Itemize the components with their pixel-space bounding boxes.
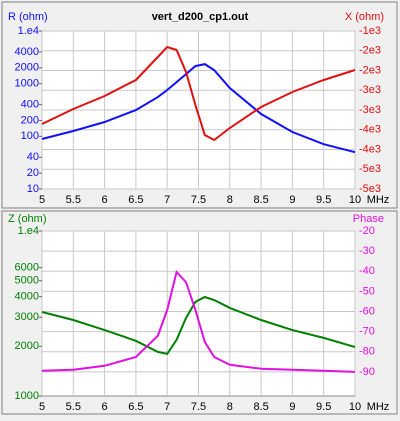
x-axis-label: MHz bbox=[367, 401, 390, 413]
y-tick-label: 1.e4 bbox=[18, 225, 39, 237]
y-axis-label: R (ohm) bbox=[8, 11, 48, 23]
y2-axis-label: Phase bbox=[353, 213, 384, 225]
x-tick-label: 6 bbox=[102, 401, 108, 413]
x-tick-label: 5 bbox=[39, 401, 45, 413]
x-tick-label: 5.5 bbox=[66, 401, 81, 413]
y-tick-label: 1000 bbox=[15, 390, 39, 402]
x-tick-label: 6.5 bbox=[128, 194, 143, 206]
y-tick-label: 200 bbox=[21, 114, 39, 126]
y-axis-label: Z (ohm) bbox=[8, 213, 47, 225]
x-tick-label: 6.5 bbox=[128, 401, 143, 413]
y-tick-label: 6000 bbox=[15, 262, 39, 274]
x-tick-label: 5 bbox=[39, 194, 45, 206]
x-tick-label: 8 bbox=[227, 401, 233, 413]
y2-tick-label: -80 bbox=[359, 346, 375, 358]
series-line bbox=[41, 269, 356, 373]
y2-tick-label: -4e3 bbox=[359, 124, 381, 136]
x-tick-label: 7 bbox=[164, 401, 170, 413]
y2-tick-label: -70 bbox=[359, 326, 375, 338]
y2-tick-label: -40 bbox=[359, 265, 375, 277]
y2-tick-label: -1e3 bbox=[359, 25, 381, 37]
x-tick-label: 8.5 bbox=[253, 401, 268, 413]
x-tick-label: 5.5 bbox=[66, 194, 81, 206]
y2-tick-label: -2e3 bbox=[359, 64, 381, 76]
x-tick-label: 7.5 bbox=[191, 194, 206, 206]
x-tick-label: 7.5 bbox=[191, 401, 206, 413]
x-tick-label: 8.5 bbox=[253, 194, 268, 206]
y2-tick-label: -2e3 bbox=[359, 45, 381, 57]
y2-tick-label: -3e3 bbox=[359, 104, 381, 116]
y2-tick-label: -60 bbox=[359, 305, 375, 317]
y2-tick-label: -20 bbox=[359, 225, 375, 237]
x-tick-label: 9 bbox=[289, 194, 295, 206]
x-tick-label: 8 bbox=[227, 194, 233, 206]
y-tick-label: 10 bbox=[27, 183, 39, 195]
y-tick-label: 1.e4 bbox=[18, 25, 39, 37]
y2-tick-label: -5e3 bbox=[359, 163, 381, 175]
y-tick-label: 20 bbox=[27, 167, 39, 179]
y2-tick-label: -90 bbox=[359, 366, 375, 378]
y-tick-label: 4000 bbox=[15, 291, 39, 303]
y2-tick-label: -4e3 bbox=[359, 143, 381, 155]
x-tick-label: 10 bbox=[349, 194, 361, 206]
y2-tick-label: -3e3 bbox=[359, 84, 381, 96]
y-tick-label: 4000 bbox=[15, 46, 39, 58]
y-tick-label: 5000 bbox=[15, 275, 39, 287]
y-tick-label: 1000 bbox=[15, 78, 39, 90]
y-tick-label: 2000 bbox=[15, 340, 39, 352]
y-tick-label: 3000 bbox=[15, 311, 39, 323]
x-axis-label: MHz bbox=[367, 194, 390, 206]
series-line bbox=[41, 45, 356, 142]
y-tick-label: 2000 bbox=[15, 62, 39, 74]
y-tick-label: 400 bbox=[21, 99, 39, 111]
series-line bbox=[41, 295, 356, 356]
chart-title: vert_d200_cp1.out bbox=[152, 11, 249, 23]
x-tick-label: 9.5 bbox=[316, 401, 331, 413]
y2-tick-label: -30 bbox=[359, 245, 375, 257]
x-tick-label: 6 bbox=[102, 194, 108, 206]
y2-tick-label: -50 bbox=[359, 285, 375, 297]
y2-tick-label: -5e3 bbox=[359, 183, 381, 195]
x-tick-label: 10 bbox=[349, 401, 361, 413]
x-tick-label: 9 bbox=[289, 401, 295, 413]
y2-axis-label: X (ohm) bbox=[345, 11, 384, 23]
y-tick-label: 100 bbox=[21, 130, 39, 142]
x-tick-label: 9.5 bbox=[316, 194, 331, 206]
series-line bbox=[41, 63, 356, 154]
y-tick-label: 40 bbox=[27, 151, 39, 163]
x-tick-label: 7 bbox=[164, 194, 170, 206]
